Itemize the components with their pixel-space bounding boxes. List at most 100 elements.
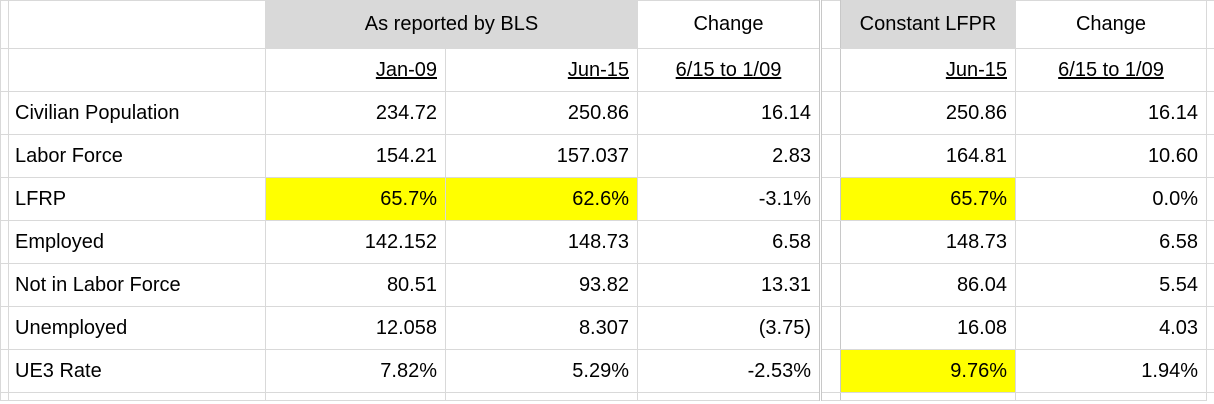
group-header: As reported by BLS	[265, 0, 638, 49]
row-sliver	[1206, 0, 1214, 49]
value-cell: 142.152	[265, 220, 446, 264]
gap-column	[819, 48, 841, 92]
subheader-cell: Jun-15	[445, 48, 638, 92]
value-cell: 5.29%	[445, 349, 638, 393]
value-cell: 4.03	[1015, 306, 1207, 350]
value-cell: 164.81	[840, 134, 1016, 178]
value-cell: 16.14	[637, 91, 821, 135]
row-sliver	[1206, 220, 1214, 264]
subheader-cell: 6/15 to 1/09	[1015, 48, 1207, 92]
row-label: UE3 Rate	[8, 349, 266, 393]
empty-cell	[637, 392, 821, 401]
empty-cell	[8, 48, 266, 92]
empty-cell	[8, 0, 266, 49]
value-cell: 80.51	[265, 263, 446, 307]
gap-column	[819, 91, 841, 135]
gap-column	[819, 177, 841, 221]
sheet-row: Civilian Population 234.72 250.86 16.14 250.…	[0, 91, 1214, 135]
empty-cell	[265, 392, 446, 401]
row-sliver	[1206, 48, 1214, 92]
value-cell: 148.73	[445, 220, 638, 264]
value-cell: 9.76%	[840, 349, 1016, 393]
sheet-row: LFRP 65.7% 62.6% -3.1% 65.7% 0.0%	[0, 177, 1214, 221]
value-cell: 148.73	[840, 220, 1016, 264]
row-label: Unemployed	[8, 306, 266, 350]
sheet-row	[0, 392, 1214, 401]
row-label: Employed	[8, 220, 266, 264]
value-cell: 13.31	[637, 263, 821, 307]
sheet-row: Not in Labor Force 80.51 93.82 13.31 86.04 5.…	[0, 263, 1214, 307]
value-cell: 250.86	[840, 91, 1016, 135]
value-cell: 234.72	[265, 91, 446, 135]
row-sliver	[0, 48, 9, 92]
gap-column	[819, 220, 841, 264]
value-cell: 5.54	[1015, 263, 1207, 307]
row-label: Not in Labor Force	[8, 263, 266, 307]
sheet-row: Jan-09 Jun-15 6/15 to 1/09 Jun-15 6/15 to 1/…	[0, 48, 1214, 92]
value-cell: 12.058	[265, 306, 446, 350]
empty-cell	[0, 392, 9, 401]
subheader-label: Jun-15	[945, 58, 1007, 81]
value-cell: 2.83	[637, 134, 821, 178]
sheet-row: Unemployed 12.058 8.307 (3.75) 16.08 4.03	[0, 306, 1214, 350]
row-sliver	[0, 0, 9, 49]
sheet-row: Employed 142.152 148.73 6.58 148.73 6.58	[0, 220, 1214, 264]
value-cell: 250.86	[445, 91, 638, 135]
value-cell: 65.7%	[265, 177, 446, 221]
row-sliver	[1206, 349, 1214, 393]
row-sliver	[1206, 91, 1214, 135]
sheet-row: As reported by BLS Change Constant LFPR Cha…	[0, 0, 1214, 49]
gap-column	[819, 349, 841, 393]
value-cell: 0.0%	[1015, 177, 1207, 221]
subheader-cell: Jun-15	[840, 48, 1016, 92]
value-cell: -3.1%	[637, 177, 821, 221]
sheet-row: Labor Force 154.21 157.037 2.83 164.81 10.60	[0, 134, 1214, 178]
value-cell: 157.037	[445, 134, 638, 178]
gap-column	[819, 134, 841, 178]
row-sliver	[1206, 263, 1214, 307]
row-sliver	[0, 263, 9, 307]
subheader-label: Jan-09	[375, 58, 437, 81]
row-label: Labor Force	[8, 134, 266, 178]
row-sliver	[1206, 306, 1214, 350]
gap-column	[819, 263, 841, 307]
value-cell: 62.6%	[445, 177, 638, 221]
gap-column	[819, 306, 841, 350]
value-cell: 86.04	[840, 263, 1016, 307]
row-sliver	[1206, 177, 1214, 221]
value-cell: 6.58	[637, 220, 821, 264]
column-header: Change	[1015, 0, 1207, 49]
subheader-label: 6/15 to 1/09	[1058, 58, 1164, 81]
row-sliver	[0, 91, 9, 135]
subheader-cell: 6/15 to 1/09	[637, 48, 821, 92]
empty-cell	[8, 392, 266, 401]
row-sliver	[0, 177, 9, 221]
value-cell: 16.08	[840, 306, 1016, 350]
value-cell: 65.7%	[840, 177, 1016, 221]
column-header: Change	[637, 0, 821, 49]
empty-cell	[445, 392, 638, 401]
gap-column	[819, 392, 841, 401]
sheet-row: UE3 Rate 7.82% 5.29% -2.53% 9.76% 1.94%	[0, 349, 1214, 393]
empty-cell	[840, 392, 1016, 401]
value-cell: 10.60	[1015, 134, 1207, 178]
row-sliver	[1206, 134, 1214, 178]
value-cell: 93.82	[445, 263, 638, 307]
subheader-cell: Jan-09	[265, 48, 446, 92]
value-cell: 16.14	[1015, 91, 1207, 135]
subheader-label: Jun-15	[567, 58, 629, 81]
row-sliver	[0, 220, 9, 264]
value-cell: 8.307	[445, 306, 638, 350]
row-sliver	[0, 306, 9, 350]
row-label: LFRP	[8, 177, 266, 221]
value-cell: 7.82%	[265, 349, 446, 393]
group-header: Constant LFPR	[840, 0, 1016, 49]
value-cell: -2.53%	[637, 349, 821, 393]
value-cell: 1.94%	[1015, 349, 1207, 393]
value-cell: 6.58	[1015, 220, 1207, 264]
gap-column	[819, 0, 841, 49]
row-sliver	[0, 349, 9, 393]
